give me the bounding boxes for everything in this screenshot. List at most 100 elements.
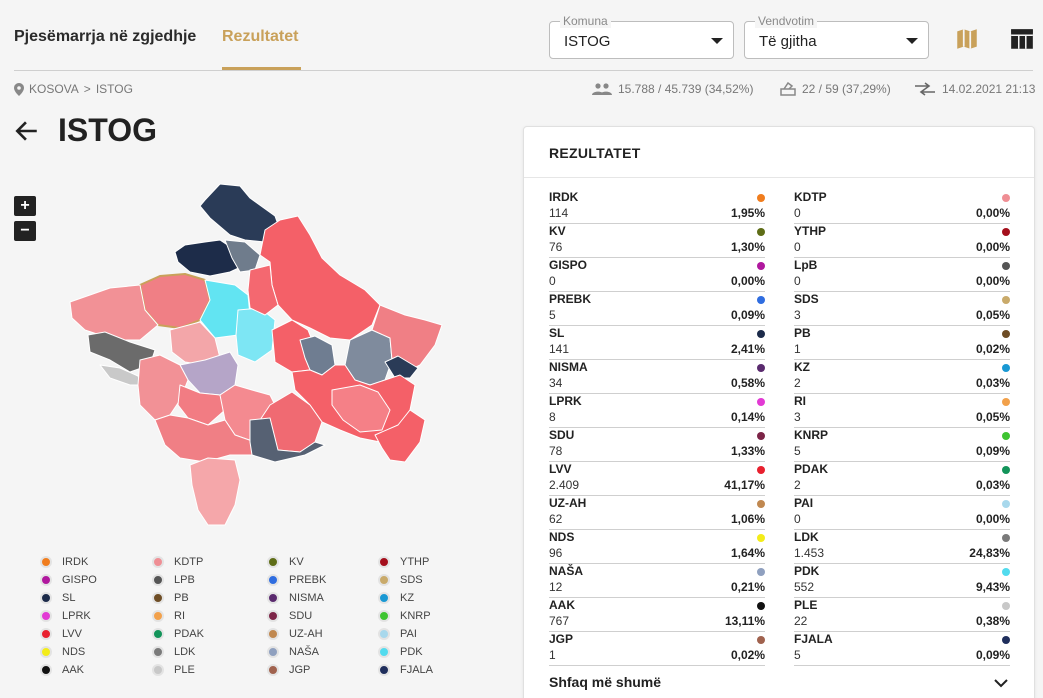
legend-label: LPRK bbox=[62, 610, 91, 622]
zoom-out-button[interactable]: − bbox=[14, 221, 36, 241]
legend-item-sdu[interactable]: SDU bbox=[267, 610, 312, 622]
zoom-in-button[interactable]: + bbox=[14, 196, 36, 216]
party-name: PDK bbox=[794, 564, 820, 578]
legend-item-aak[interactable]: AAK bbox=[40, 664, 84, 676]
party-votes: 78 bbox=[549, 444, 563, 458]
legend-item-fjala[interactable]: FJALA bbox=[378, 664, 433, 676]
map-region[interactable] bbox=[137, 354, 189, 421]
komuna-select[interactable]: Komuna ISTOG bbox=[549, 14, 734, 59]
result-row-sds: SDS 3 0,05% bbox=[794, 292, 1010, 326]
legend-item-knrp[interactable]: KNRP bbox=[378, 610, 431, 622]
breadcrumb-root[interactable]: KOSOVA bbox=[29, 82, 79, 96]
party-percentage: 0,00% bbox=[730, 274, 765, 288]
legend-item-kdtp[interactable]: KDTP bbox=[152, 556, 203, 568]
legend-dot bbox=[378, 556, 390, 568]
party-name: NDS bbox=[549, 530, 575, 544]
vendvotim-select[interactable]: Vendvotim Të gjitha bbox=[744, 14, 929, 59]
map-region[interactable] bbox=[331, 384, 391, 433]
party-color-dot bbox=[1002, 398, 1010, 406]
map-region[interactable] bbox=[189, 457, 241, 526]
legend-item-nds[interactable]: NDS bbox=[40, 646, 85, 658]
chevron-down-icon[interactable] bbox=[994, 678, 1008, 688]
legend-item-irdk[interactable]: IRDK bbox=[40, 556, 88, 568]
result-row-lprk: LPRK 8 0,14% bbox=[549, 394, 765, 428]
updated-stat: 14.02.2021 21:13 bbox=[914, 82, 1035, 96]
breadcrumb-current: ISTOG bbox=[95, 82, 133, 96]
legend-item-ri[interactable]: RI bbox=[152, 610, 185, 622]
legend-label: FJALA bbox=[400, 664, 434, 676]
legend-label: NISMA bbox=[289, 592, 324, 604]
legend-label: IRDK bbox=[62, 556, 89, 568]
legend-item-jgp[interactable]: JGP bbox=[267, 664, 310, 676]
party-votes: 1.453 bbox=[794, 546, 825, 560]
show-more-button[interactable]: Shfaq më shumë bbox=[549, 674, 662, 690]
party-color-dot bbox=[757, 636, 765, 644]
legend-item-pdk[interactable]: PDK bbox=[378, 646, 423, 658]
map-region[interactable] bbox=[374, 409, 426, 463]
legend-label: JGP bbox=[289, 664, 311, 676]
table-icon[interactable] bbox=[1009, 26, 1035, 52]
kosovo-map[interactable] bbox=[60, 180, 460, 540]
legend-dot bbox=[378, 664, 390, 676]
map-region[interactable] bbox=[69, 284, 159, 341]
map-region[interactable] bbox=[259, 215, 381, 341]
party-percentage: 1,95% bbox=[730, 206, 765, 220]
party-name: SDS bbox=[794, 292, 819, 306]
tab-results[interactable]: Rezultatet bbox=[222, 28, 299, 45]
legend-item-ple[interactable]: PLE bbox=[152, 664, 195, 676]
breadcrumb-separator: > bbox=[83, 82, 91, 96]
map-region[interactable] bbox=[235, 307, 276, 363]
legend-label: PREBK bbox=[289, 574, 327, 586]
legend-label: LPB bbox=[174, 574, 195, 586]
people-icon bbox=[592, 83, 612, 95]
legend-item-uz-ah[interactable]: UZ-AH bbox=[267, 628, 323, 640]
party-votes: 0 bbox=[794, 240, 801, 254]
party-name: NAŠA bbox=[549, 564, 584, 578]
party-name: UZ-AH bbox=[549, 496, 587, 510]
legend-label: SDU bbox=[289, 610, 313, 622]
legend-item-ythp[interactable]: YTHP bbox=[378, 556, 429, 568]
arrow-back-icon[interactable] bbox=[14, 118, 40, 144]
legend-item-kz[interactable]: KZ bbox=[378, 592, 414, 604]
legend-item-sl[interactable]: SL bbox=[40, 592, 75, 604]
party-name: KZ bbox=[794, 360, 810, 374]
legend-item-lpb[interactable]: LPB bbox=[152, 574, 195, 586]
map-region[interactable] bbox=[249, 417, 326, 463]
caret-down-icon bbox=[906, 38, 918, 44]
map-region[interactable] bbox=[384, 355, 419, 379]
legend-dot bbox=[378, 646, 390, 658]
legend-item-pai[interactable]: PAI bbox=[378, 628, 417, 640]
panel-divider bbox=[524, 177, 1034, 178]
party-color-dot bbox=[757, 602, 765, 610]
legend-item-nisma[interactable]: NISMA bbox=[267, 592, 324, 604]
map-region[interactable] bbox=[371, 304, 443, 376]
info-bar: KOSOVA > ISTOG 15.788 / 45.739 (34,52%) … bbox=[0, 80, 1043, 100]
legend-item-pdak[interactable]: PDAK bbox=[152, 628, 204, 640]
map-region[interactable] bbox=[247, 264, 279, 316]
legend-dot bbox=[40, 610, 52, 622]
party-name: LPRK bbox=[549, 394, 582, 408]
legend-item-sds[interactable]: SDS bbox=[378, 574, 423, 586]
legend-item-naša[interactable]: NAŠA bbox=[267, 646, 319, 658]
legend-item-ldk[interactable]: LDK bbox=[152, 646, 195, 658]
legend-item-pb[interactable]: PB bbox=[152, 592, 189, 604]
party-color-dot bbox=[1002, 228, 1010, 236]
legend-item-kv[interactable]: KV bbox=[267, 556, 304, 568]
party-votes: 96 bbox=[549, 546, 563, 560]
result-row-pb: PB 1 0,02% bbox=[794, 326, 1010, 360]
legend-item-gispo[interactable]: GISPO bbox=[40, 574, 97, 586]
party-name: KDTP bbox=[794, 190, 827, 204]
map-region[interactable] bbox=[177, 384, 226, 426]
map-icon[interactable] bbox=[954, 26, 980, 52]
legend-item-lvv[interactable]: LVV bbox=[40, 628, 82, 640]
party-votes: 1 bbox=[794, 342, 801, 356]
komuna-label: Komuna bbox=[560, 14, 611, 28]
result-row-pdak: PDAK 2 0,03% bbox=[794, 462, 1010, 496]
tab-turnout[interactable]: Pjesëmarrja në zgjedhje bbox=[14, 28, 197, 45]
party-color-dot bbox=[1002, 364, 1010, 372]
party-name: PDAK bbox=[794, 462, 829, 476]
party-votes: 0 bbox=[794, 206, 801, 220]
legend-item-lprk[interactable]: LPRK bbox=[40, 610, 91, 622]
legend-item-prebk[interactable]: PREBK bbox=[267, 574, 326, 586]
party-color-dot bbox=[757, 296, 765, 304]
